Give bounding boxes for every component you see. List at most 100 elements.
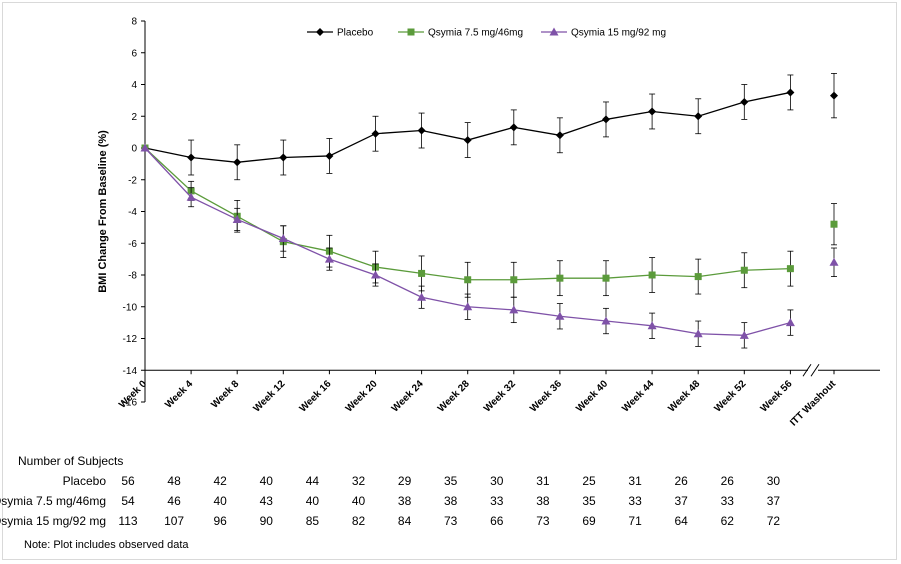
qsymia-15-point <box>829 257 839 266</box>
qsymia-7-5-point <box>786 265 794 273</box>
subjects-count: 26 <box>720 474 734 488</box>
qsymia-15-point <box>555 311 565 320</box>
y-tick-label: 2 <box>131 112 137 123</box>
subjects-count: 31 <box>536 474 550 488</box>
placebo-point <box>325 151 334 160</box>
subjects-row-label: Qsymia 7.5 mg/46mg <box>0 494 106 508</box>
qsymia-7-5-point <box>830 220 838 228</box>
qsymia-15-point <box>278 233 288 242</box>
subjects-count: 25 <box>582 474 596 488</box>
placebo-point <box>694 112 703 121</box>
qsymia-15-point <box>324 254 334 263</box>
subjects-count: 56 <box>121 474 135 488</box>
subjects-count: 43 <box>259 494 273 508</box>
placebo-point <box>371 129 380 138</box>
subjects-count: 29 <box>397 474 412 488</box>
subjects-count: 82 <box>351 514 366 528</box>
subjects-row-label: Placebo <box>62 474 106 488</box>
subjects-count: 90 <box>259 514 273 528</box>
x-tick-label: Week 16 <box>298 378 334 414</box>
subjects-heading: Number of Subjects <box>18 454 124 468</box>
axis-break-mark <box>810 363 820 377</box>
legend-qsymia-15-label: Qsymia 15 mg/92 mg <box>571 28 666 39</box>
subjects-count: 44 <box>305 474 320 488</box>
qsymia-15-point <box>739 330 749 339</box>
qsymia-7-5-point <box>418 269 426 277</box>
qsymia-7-5-series-line <box>144 147 791 281</box>
x-tick-label: Week 8 <box>209 378 241 410</box>
placebo-point <box>233 158 242 167</box>
y-tick-label: 8 <box>131 17 137 28</box>
legend-qsymia-7-5-marker <box>407 28 415 36</box>
y-tick-label: -2 <box>128 175 137 186</box>
subjects-count: 33 <box>720 494 734 508</box>
qsymia-7-5-point <box>602 274 610 282</box>
y-axis-title: BMI Change From Baseline (%) <box>97 130 109 293</box>
subjects-count: 73 <box>536 514 550 528</box>
legend-qsymia-7-5-label: Qsymia 7.5 mg/46mg <box>428 28 523 39</box>
qsymia-7-5-point <box>648 271 656 279</box>
placebo-point <box>463 136 472 145</box>
qsymia-15-point <box>232 214 242 223</box>
subjects-count: 35 <box>582 494 596 508</box>
placebo-point <box>648 107 657 116</box>
subjects-count: 40 <box>259 474 273 488</box>
placebo-point <box>830 91 838 100</box>
subjects-count: 40 <box>305 494 320 508</box>
qsymia-15-point <box>785 318 795 327</box>
chart-note: Note: Plot includes observed data <box>24 539 189 551</box>
subjects-count: 71 <box>628 514 642 528</box>
qsymia-7-5-point <box>694 273 702 281</box>
x-tick-label: Week 24 <box>390 378 426 414</box>
placebo-point <box>602 115 610 124</box>
legend-placebo-marker <box>316 28 324 36</box>
qsymia-7-5-point <box>740 266 748 274</box>
qsymia-15-point <box>509 305 519 314</box>
axis-break-mark <box>802 363 812 377</box>
subjects-count: 64 <box>674 514 688 528</box>
x-tick-label: Week 56 <box>759 378 795 414</box>
subjects-count: 84 <box>397 514 412 528</box>
x-tick-label: ITT Washout <box>788 378 838 428</box>
y-tick-label: -14 <box>123 366 138 377</box>
x-tick-label: Week 44 <box>620 378 656 414</box>
subjects-count: 38 <box>536 494 550 508</box>
y-tick-label: -10 <box>123 302 138 313</box>
qsymia-15-point <box>371 270 380 279</box>
qsymia-15-point <box>693 329 703 338</box>
subjects-count: 107 <box>164 514 185 528</box>
subjects-count: 85 <box>305 514 320 528</box>
placebo-point <box>187 153 196 162</box>
subjects-count: 46 <box>167 494 181 508</box>
x-tick-label: Week 52 <box>712 378 748 414</box>
subjects-count: 38 <box>397 494 412 508</box>
y-tick-label: -6 <box>128 239 137 250</box>
subjects-row-label: Qsymia 15 mg/92 mg <box>0 514 106 528</box>
placebo-point <box>786 88 795 97</box>
x-tick-label: Week 28 <box>436 378 472 414</box>
subjects-count: 66 <box>490 514 504 528</box>
subjects-count: 30 <box>766 474 781 488</box>
x-tick-label: Week 48 <box>666 378 702 414</box>
subjects-count: 48 <box>167 474 181 488</box>
subjects-count: 40 <box>351 494 366 508</box>
subjects-count: 33 <box>628 494 642 508</box>
subjects-count: 40 <box>213 494 227 508</box>
subjects-count: 37 <box>674 494 688 508</box>
subjects-count: 96 <box>213 514 227 528</box>
qsymia-15-point <box>417 292 427 301</box>
qsymia-7-5-point <box>556 274 564 282</box>
subjects-count: 72 <box>766 514 781 528</box>
qsymia-15-point <box>140 143 150 152</box>
subjects-count: 32 <box>351 474 366 488</box>
qsymia-15-point <box>647 321 657 330</box>
placebo-point <box>555 131 564 140</box>
subjects-count: 42 <box>213 474 227 488</box>
x-tick-label: Week 4 <box>163 378 195 410</box>
subjects-count: 69 <box>582 514 596 528</box>
subjects-count: 113 <box>118 514 138 528</box>
qsymia-15-point <box>186 192 196 201</box>
x-tick-label: Week 20 <box>344 378 380 414</box>
y-tick-label: -16 <box>123 398 138 409</box>
